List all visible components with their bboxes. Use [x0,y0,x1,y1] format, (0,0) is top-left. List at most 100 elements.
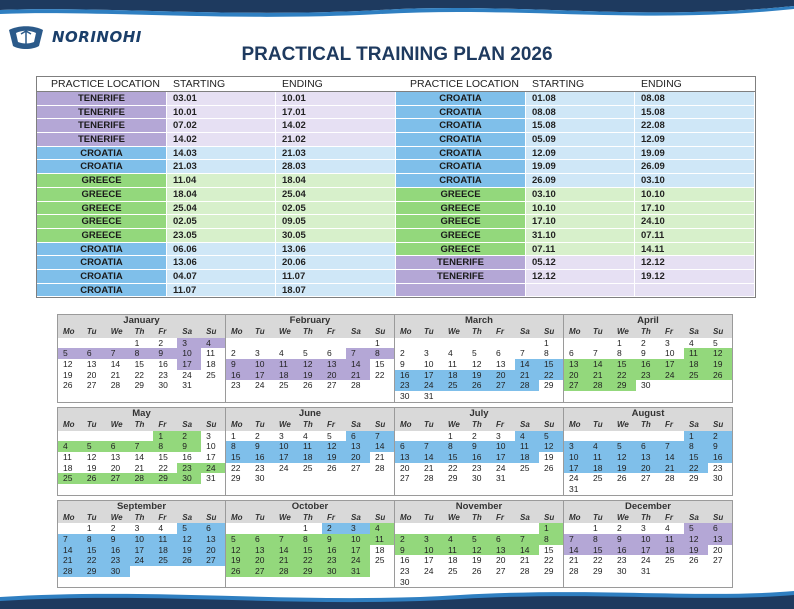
plan-location: TENERIFE [396,256,526,270]
day-cell: 12 [539,441,563,452]
day-cell: 27 [564,380,588,392]
plan-location: CROATIA [37,269,167,284]
day-cell: 20 [564,369,588,381]
day-cell: 9 [612,534,636,545]
day-cell: 16 [467,451,491,463]
day-cell: 5 [684,523,708,534]
month-name: August [564,407,732,420]
day-cell: 25 [58,473,82,484]
plan-start-date: 01.08 [526,92,635,106]
day-cell: 22 [134,369,145,380]
plan-end-date: 30.05 [276,228,396,243]
plan-start-date: 17.10 [526,215,635,229]
day-cell: 15 [612,359,636,370]
plan-end-date: 20.06 [276,256,396,270]
weekday-label: Tu [250,327,274,338]
day-cell: 4 [303,430,308,441]
day-cell: 24 [660,369,684,381]
plan-location: GREECE [396,242,526,257]
weekday-label: Su [201,419,225,431]
day-cell: 16 [322,544,346,556]
day-cell: 7 [593,348,598,359]
day-cell: 12 [467,544,491,556]
day-cell: 16 [636,359,660,370]
plan-end-date: 07.11 [635,228,755,243]
weekday-label: Tu [588,512,612,524]
weekday-label: Fr [153,512,178,524]
day-cell: 30 [400,576,410,587]
day-cell: 28 [424,473,434,484]
day-cell: 9 [400,359,405,370]
day-cell: 25 [665,555,675,566]
plan-start-date: 11.07 [167,283,276,298]
plan-end-date: 17.01 [276,105,396,120]
day-cell: 26 [689,555,699,566]
day-cell: 20 [86,369,97,380]
day-cell: 28 [129,473,154,484]
day-cell: 24 [346,555,370,567]
day-cell: 2 [231,348,236,359]
day-cell: 1 [539,523,563,534]
month-name: September [58,500,225,513]
day-cell: 14 [515,359,539,370]
day-cell [58,523,82,534]
day-cell: 5 [539,430,563,442]
day-cell: 3 [665,337,670,348]
day-cell: 8 [684,441,708,452]
day-cell: 8 [617,348,622,359]
day-cell: 11 [588,451,612,463]
day-cell: 15 [588,544,612,556]
day-cell: 25 [153,555,178,567]
day-cell: 24 [129,555,154,567]
day-cell [660,566,684,577]
weekday-label: Su [708,419,732,431]
plan-start-date: 06.06 [167,242,276,257]
weekday-label: Tu [81,419,106,431]
day-cell: 13 [322,359,346,370]
day-cell: 25 [206,369,216,380]
plan-start-date: 25.04 [167,201,276,216]
month-name: July [395,407,563,420]
weekday-label: Th [636,512,660,524]
day-cell: 26 [327,462,337,473]
plan-end-date: 28.03 [276,160,396,175]
day-cell [419,523,443,534]
day-cell: 3 [206,430,211,441]
day-cell: 12 [322,441,346,452]
month-february: February Mo Tu We Th Fr Sa Su 1 2 3 4 5 6 7 8 9 10 11 12 13 1… [226,314,395,403]
day-cell: 31 [569,483,579,494]
day-cell: 9 [641,348,646,359]
day-cell: 26 [81,473,106,484]
day-cell: 1 [303,523,308,534]
plan-location: CROATIA [37,242,167,257]
weekday-label: We [612,512,636,524]
day-cell: 5 [713,337,718,348]
day-cell: 27 [496,566,506,577]
weekday-label: Fr [322,327,346,338]
day-cell: 23 [617,555,627,566]
plan-start-date: 05.12 [526,256,635,270]
plan-row: TENERIFE 07.02 14.02 [37,119,396,134]
day-cell: 14 [588,359,612,370]
day-cell: 28 [375,462,385,473]
day-cell: 21 [58,555,82,567]
day-cell: 28 [274,566,298,577]
day-cell [82,431,106,442]
day-cell: 21 [346,369,370,381]
day-cell: 4 [689,337,694,348]
day-cell [395,523,419,534]
day-cell: 1 [231,430,236,441]
day-cell: 20 [636,462,660,474]
plan-end-date: 17.10 [635,201,755,216]
day-cell: 18 [443,369,467,381]
day-cell: 29 [134,380,145,391]
day-cell: 20 [250,555,274,567]
day-cell: 10 [250,359,274,370]
day-cell: 28 [569,566,579,577]
day-cell: 26 [544,462,554,473]
weekday-label: Su [201,512,225,524]
day-cell: 10 [665,348,675,359]
plan-end-date: 02.05 [276,201,396,216]
day-cell: 4 [443,534,467,545]
plan-location: TENERIFE [37,105,167,120]
